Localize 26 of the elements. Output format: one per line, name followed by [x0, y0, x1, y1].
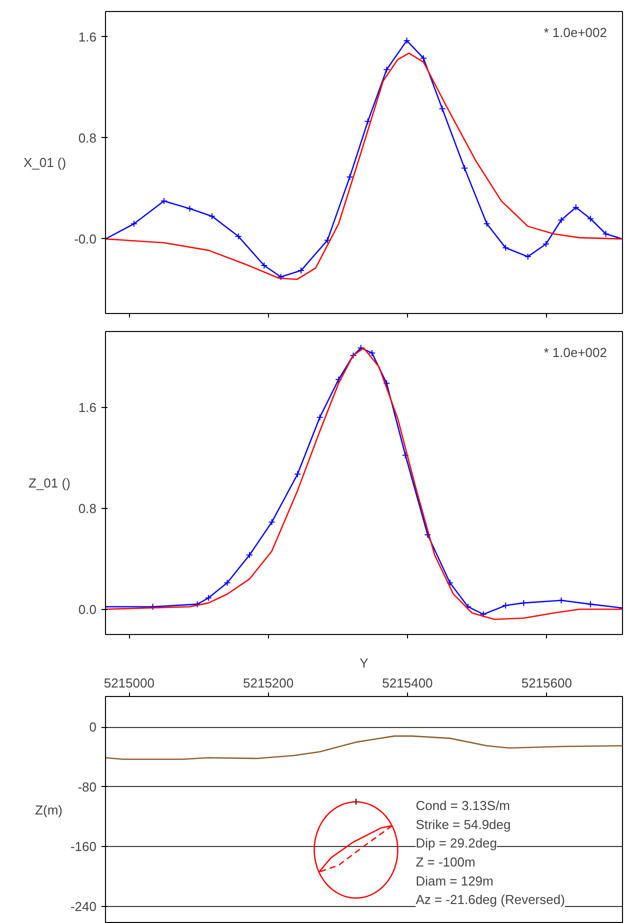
- annotation: Diam = 129m: [416, 873, 494, 888]
- annotation: Cond = 3.13S/m: [416, 798, 510, 813]
- y-tick-label: 0.0: [78, 602, 97, 617]
- y-tick-label: 1.6: [78, 400, 97, 415]
- x-tick-label: 5215600: [521, 676, 572, 690]
- y-tick-label: 0.8: [78, 500, 97, 516]
- y-axis-title: Z_01 (): [28, 476, 70, 490]
- y-tick-label: 0.8: [78, 130, 97, 146]
- annotation: Az = -21.6deg (Reversed): [416, 892, 565, 908]
- annotation: Strike = 54.9deg: [416, 816, 511, 832]
- annotation: * 1.0e+002: [544, 345, 607, 360]
- y-tick-label: -160: [70, 839, 97, 854]
- annotation: * 1.0e+002: [544, 25, 607, 40]
- y-tick-label: 1.6: [78, 29, 97, 44]
- y-axis-title: Z(m): [35, 802, 62, 818]
- y-axis-title: X_01 (): [23, 155, 66, 170]
- x-tick-label: 5215400: [382, 676, 433, 690]
- x-tick-label: 5215000: [104, 676, 154, 690]
- annotation: Dip = 29.2deg: [416, 836, 498, 851]
- y-tick-label: -0.0: [74, 231, 97, 246]
- x-axis-title: Y: [360, 656, 369, 670]
- y-tick-label: -80: [78, 779, 97, 794]
- y-tick-label: 0: [89, 720, 97, 735]
- annotation: Z = -100m: [416, 854, 476, 870]
- y-tick-label: -240: [70, 898, 97, 914]
- x-tick-label: 5215200: [243, 676, 294, 690]
